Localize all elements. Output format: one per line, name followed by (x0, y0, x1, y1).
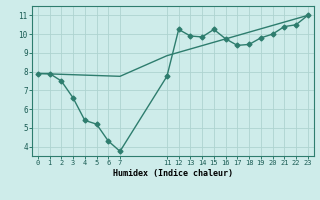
X-axis label: Humidex (Indice chaleur): Humidex (Indice chaleur) (113, 169, 233, 178)
